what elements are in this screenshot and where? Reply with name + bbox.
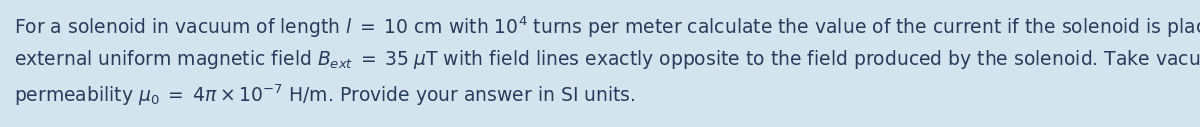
Text: permeability $\mu_0\;=\;4\pi \times 10^{-7}$ H/m. Provide your answer in SI unit: permeability $\mu_0\;=\;4\pi \times 10^{… <box>14 82 636 107</box>
Text: external uniform magnetic field $B_{ext}\;=\;35\;\mu$T with field lines exactly : external uniform magnetic field $B_{ext}… <box>14 48 1200 71</box>
Text: For a solenoid in vacuum of length $l\;=\;10$ cm with $10^4$ turns per meter cal: For a solenoid in vacuum of length $l\;=… <box>14 14 1200 39</box>
